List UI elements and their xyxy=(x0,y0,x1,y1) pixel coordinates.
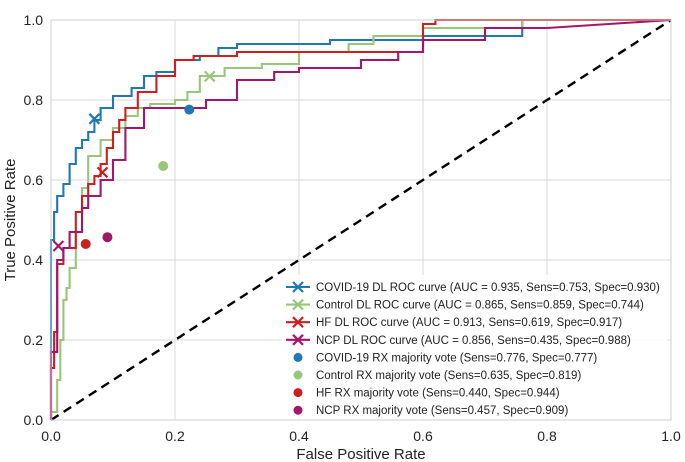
x-axis-label: False Positive Rate xyxy=(296,446,425,462)
y-tick-label-5: 1.0 xyxy=(24,12,44,28)
rx-vote-point-1 xyxy=(158,161,169,171)
legend-entry-curve-1: Control DL ROC curve (AUC = 0.865, Sens=… xyxy=(286,298,644,312)
legend-label: NCP RX majority vote (Sens=0.457, Spec=0… xyxy=(316,405,568,417)
x-tick-label-2: 0.4 xyxy=(289,428,309,444)
legend-dot-icon xyxy=(293,405,303,415)
legend-label: NCP DL ROC curve (AUC = 0.856, Sens=0.43… xyxy=(316,335,631,347)
x-tick-label-5: 1.0 xyxy=(661,428,681,444)
legend-label: Control DL ROC curve (AUC = 0.865, Sens=… xyxy=(316,300,644,312)
legend-entry-rx-0: COVID-19 RX majority vote (Sens=0.776, S… xyxy=(293,352,597,364)
operating-point-marker-1 xyxy=(203,70,216,83)
legend-box xyxy=(282,275,668,419)
legend-label: COVID-19 DL ROC curve (AUC = 0.935, Sens… xyxy=(316,282,660,294)
legend-entry-curve-0: COVID-19 DL ROC curve (AUC = 0.935, Sens… xyxy=(286,281,660,294)
legend-x-marker-icon xyxy=(292,316,304,328)
legend-dot-icon xyxy=(293,352,303,362)
rx-vote-point-2 xyxy=(80,239,91,249)
plot-frame xyxy=(50,19,672,421)
rx-vote-point-0 xyxy=(184,104,195,115)
legend-label: COVID-19 RX majority vote (Sens=0.776, S… xyxy=(316,352,597,364)
legend-x-marker-icon xyxy=(292,298,304,311)
legend-x-marker-icon xyxy=(292,281,304,293)
rx-vote-point-3 xyxy=(102,232,113,243)
legend-label: HF DL ROC curve (AUC = 0.913, Sens=0.619… xyxy=(316,317,622,329)
y-tick-label-0: 0.0 xyxy=(24,412,44,428)
legend-entry-curve-2: HF DL ROC curve (AUC = 0.913, Sens=0.619… xyxy=(286,316,622,329)
operating-point-marker-3 xyxy=(52,240,65,252)
x-tick-label-0: 0.0 xyxy=(41,428,61,444)
chance-diagonal xyxy=(50,18,672,422)
y-tick-label-2: 0.4 xyxy=(24,252,44,268)
legend-x-marker-icon xyxy=(292,334,304,346)
y-tick-label-3: 0.6 xyxy=(24,172,44,188)
operating-points xyxy=(52,70,216,252)
y-tick-label-1: 0.2 xyxy=(24,332,44,348)
y-tick-label-4: 0.8 xyxy=(24,92,44,108)
y-axis-label: True Positive Rate xyxy=(2,159,19,282)
roc-curve-0 xyxy=(49,18,671,420)
legend-dot-icon xyxy=(293,388,303,398)
legend-entry-curve-3: NCP DL ROC curve (AUC = 0.856, Sens=0.43… xyxy=(286,334,631,347)
operating-point-marker-0 xyxy=(88,113,101,125)
legend: COVID-19 DL ROC curve (AUC = 0.935, Sens… xyxy=(282,275,668,419)
operating-point-marker-2 xyxy=(96,166,109,179)
x-tick-label-3: 0.6 xyxy=(413,428,433,444)
tick-labels: 0.0 0.2 0.4 0.6 0.8 1.0 0.0 0.2 0.4 0.6 0.8 1.0 xyxy=(24,12,681,444)
legend-entry-rx-3: NCP RX majority vote (Sens=0.457, Spec=0… xyxy=(293,405,568,417)
roc-curve-3 xyxy=(49,18,672,420)
x-tick-label-1: 0.2 xyxy=(165,428,185,444)
legend-label: Control RX majority vote (Sens=0.635, Sp… xyxy=(316,370,581,382)
legend-label: HF RX majority vote (Sens=0.440, Spec=0.… xyxy=(316,388,560,400)
legend-dot-icon xyxy=(293,370,303,380)
x-tick-label-4: 0.8 xyxy=(537,428,557,444)
legend-entry-rx-1: Control RX majority vote (Sens=0.635, Sp… xyxy=(293,370,581,382)
roc-curves xyxy=(49,18,672,420)
legend-entry-rx-2: HF RX majority vote (Sens=0.440, Spec=0.… xyxy=(293,388,560,400)
